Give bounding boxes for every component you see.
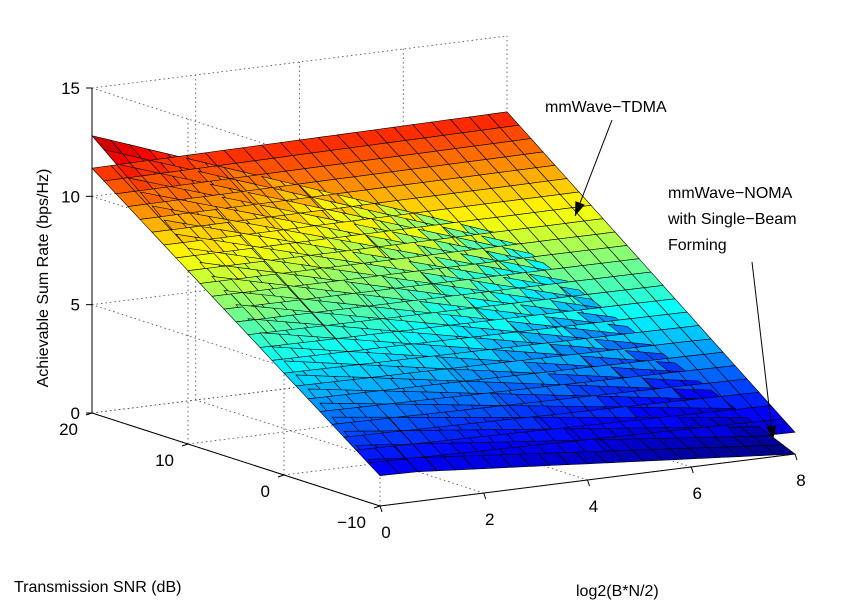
annotation-noma-line3: Forming	[668, 237, 727, 254]
y-tick-label: 20	[59, 420, 78, 439]
annotation-noma-line2: with Single−Beam	[667, 211, 797, 228]
x-tick-mark	[483, 492, 487, 500]
x-axis-label: log2(B*N/2)	[576, 583, 659, 600]
z-axis-label: Achievable Sum Rate (bps/Hz)	[35, 169, 52, 388]
x-tick-label: 2	[485, 510, 494, 529]
x-tick-mark	[690, 466, 694, 474]
x-tick-label: 4	[589, 497, 598, 516]
y-tick-label: −10	[337, 513, 366, 532]
z-tick-label: 10	[61, 187, 80, 206]
y-tick-label: 10	[155, 451, 174, 470]
arrow-tdma-shaft	[574, 119, 613, 217]
surface-layer	[91, 111, 796, 477]
arrow-noma-head	[766, 425, 777, 440]
arrow-noma-shaft	[751, 261, 774, 441]
grid-line	[195, 399, 484, 494]
annotation-tdma: mmWave−TDMA	[545, 99, 667, 116]
x-tick-mark	[379, 505, 383, 513]
y-tick-label: 0	[261, 482, 270, 501]
x-tick-mark	[794, 453, 798, 461]
x-tick-label: 8	[796, 471, 805, 490]
arrow-layer	[574, 119, 777, 441]
z-tick-label: 0	[71, 404, 80, 423]
annotation-noma-line1: mmWave−NOMA	[668, 185, 793, 202]
y-axis-label: Transmission SNR (dB)	[14, 579, 181, 596]
y-tick-mark	[373, 505, 381, 509]
z-tick-label: 15	[61, 79, 80, 98]
x-tick-mark	[587, 479, 590, 487]
arrow-tdma-head	[575, 201, 585, 216]
surface-patch	[367, 460, 400, 477]
x-tick-label: 6	[693, 484, 702, 503]
y-tick-mark	[277, 474, 285, 478]
y-tick-mark	[181, 443, 189, 447]
axis-line	[91, 412, 381, 507]
z-tick-label: 5	[71, 296, 80, 315]
x-tick-label: 0	[381, 523, 390, 542]
